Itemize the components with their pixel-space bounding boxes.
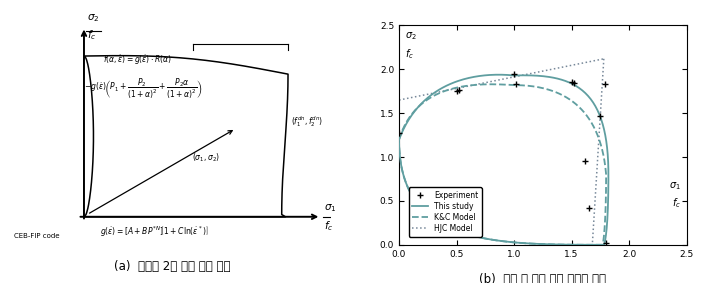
Text: $f_c$: $f_c$	[672, 196, 681, 210]
This study	[504, 73, 513, 77]
Line: This study: This study	[399, 75, 608, 245]
Text: $(f_1^{dn},f_2^{dn})$: $(f_1^{dn},f_2^{dn})$	[291, 114, 324, 129]
K&C Model	[599, 241, 608, 244]
Text: $\sigma_1$: $\sigma_1$	[669, 180, 681, 192]
Text: $-g(\dot{\varepsilon})\!\left(P_1+\dfrac{P_2}{(1+\alpha)^2}+\dfrac{P_2\alpha}{(1: $-g(\dot{\varepsilon})\!\left(P_1+\dfrac…	[84, 77, 203, 101]
K&C Model	[521, 84, 529, 87]
This study	[592, 106, 600, 109]
Text: (a)  제안한 2축 동적 강도 곡선: (a) 제안한 2축 동적 강도 곡선	[114, 260, 231, 273]
Legend: Experiment, This study, K&C Model, HJC Model: Experiment, This study, K&C Model, HJC M…	[408, 187, 482, 237]
Text: (b)  실험 및 기존 소성 모델과 비교: (b) 실험 및 기존 소성 모델과 비교	[480, 273, 606, 283]
This study	[494, 73, 503, 76]
HJC Model	[395, 98, 403, 102]
Text: $g(\dot{\varepsilon})=\left[A+BP^{*N}\right]\!\left[1+C\ln(\dot{\varepsilon}^*)\: $g(\dot{\varepsilon})=\left[A+BP^{*N}\ri…	[100, 225, 209, 239]
K&C Model	[598, 243, 607, 246]
Text: CEB-FIP code: CEB-FIP code	[14, 233, 60, 239]
This study	[600, 243, 608, 246]
Text: $(\sigma_1,\sigma_2)$: $(\sigma_1,\sigma_2)$	[191, 152, 220, 164]
Text: $\sigma_2$: $\sigma_2$	[405, 30, 416, 42]
Text: $\sigma_2$: $\sigma_2$	[87, 12, 99, 24]
K&C Model	[585, 117, 593, 121]
K&C Model	[395, 138, 403, 141]
This study	[523, 74, 532, 77]
K&C Model	[503, 83, 511, 86]
HJC Model	[600, 57, 608, 61]
Line: HJC Model: HJC Model	[399, 59, 604, 100]
Text: $f_c$: $f_c$	[324, 219, 334, 233]
Text: $f(\alpha,\dot{\varepsilon})=g(\dot{\varepsilon})\cdot R(\alpha)$: $f(\alpha,\dot{\varepsilon})=g(\dot{\var…	[103, 53, 172, 67]
This study	[395, 138, 403, 141]
K&C Model	[503, 83, 512, 86]
Line: K&C Model: K&C Model	[399, 84, 606, 245]
This study	[503, 73, 512, 77]
Text: $\sigma_1$: $\sigma_1$	[324, 202, 337, 214]
Text: $f_c$: $f_c$	[405, 47, 414, 61]
Text: $f_c$: $f_c$	[87, 29, 96, 42]
This study	[601, 236, 610, 240]
K&C Model	[487, 83, 495, 86]
K&C Model	[600, 236, 608, 240]
This study	[600, 241, 609, 244]
